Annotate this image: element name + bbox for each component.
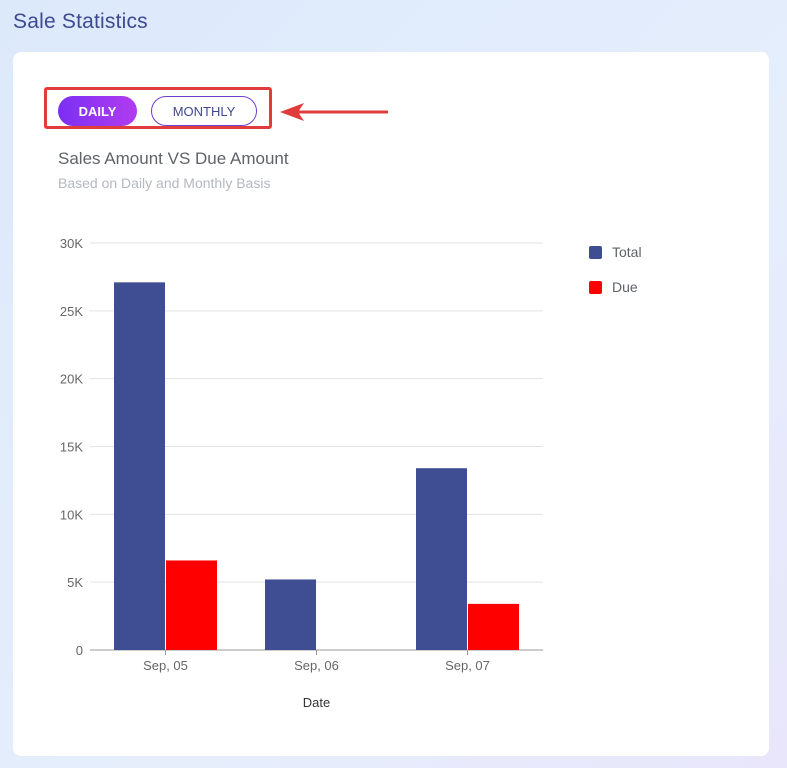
y-tick-label: 30K	[60, 236, 83, 251]
daily-button[interactable]: DAILY	[58, 96, 137, 126]
legend-swatch	[589, 280, 602, 294]
y-tick-label: 25K	[60, 304, 83, 319]
bar-due-0	[166, 560, 217, 650]
legend-item-total[interactable]: Total	[589, 242, 642, 262]
chart-title: Sales Amount VS Due Amount	[58, 149, 289, 168]
y-tick-label: 10K	[60, 507, 83, 522]
x-tick-label: Sep, 07	[445, 658, 490, 673]
monthly-button[interactable]: MONTHLY	[151, 96, 257, 126]
page-title: Sale Statistics	[13, 10, 148, 33]
bar-total-2	[416, 468, 467, 650]
legend-item-due[interactable]: Due	[589, 277, 642, 297]
y-tick-label: 15K	[60, 440, 83, 455]
y-tick-label: 0	[76, 643, 83, 658]
highlight-box	[44, 87, 272, 129]
bar-total-1	[265, 579, 316, 650]
chart-subtitle: Based on Daily and Monthly Basis	[58, 175, 271, 191]
x-tick-label: Sep, 06	[294, 658, 339, 673]
chart-legend: Total Due	[589, 242, 642, 312]
bar-total-0	[114, 282, 165, 650]
left-arrow-icon	[280, 103, 388, 121]
y-tick-label: 5K	[67, 575, 83, 590]
x-tick-label: Sep, 05	[143, 658, 188, 673]
legend-swatch	[589, 245, 602, 259]
y-tick-label: 20K	[60, 372, 83, 387]
legend-label: Total	[612, 244, 642, 260]
bar-due-2	[468, 603, 519, 650]
x-axis-label: Date	[303, 695, 330, 710]
legend-label: Due	[612, 279, 638, 295]
